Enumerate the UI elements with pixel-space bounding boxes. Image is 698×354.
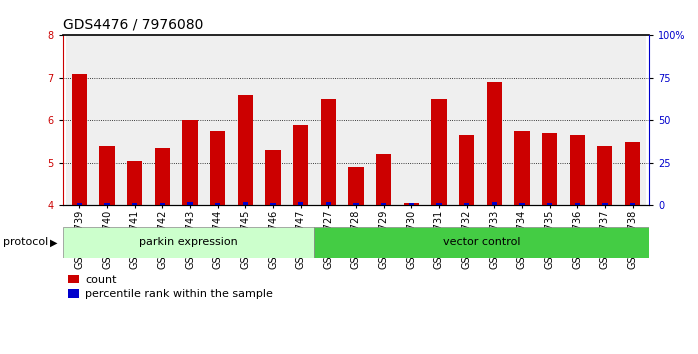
Bar xyxy=(293,125,309,205)
Bar xyxy=(72,74,87,205)
Bar xyxy=(176,35,204,205)
Bar xyxy=(265,150,281,205)
Bar xyxy=(431,99,447,205)
Bar xyxy=(149,35,176,205)
Bar xyxy=(376,154,392,205)
Bar xyxy=(508,35,536,205)
Text: parkin expression: parkin expression xyxy=(139,238,238,247)
Text: ▶: ▶ xyxy=(50,238,58,247)
Bar xyxy=(326,202,331,205)
Bar xyxy=(215,203,221,205)
Bar xyxy=(99,146,114,205)
Bar xyxy=(66,35,94,205)
Bar xyxy=(127,161,142,205)
Bar xyxy=(425,35,453,205)
Bar xyxy=(464,202,469,205)
Bar xyxy=(453,35,480,205)
Bar xyxy=(542,133,557,205)
Bar xyxy=(536,35,563,205)
Bar xyxy=(618,35,646,205)
Bar xyxy=(370,35,397,205)
Bar xyxy=(459,135,474,205)
Text: protocol: protocol xyxy=(3,238,49,247)
Bar xyxy=(487,82,502,205)
Bar xyxy=(597,146,612,205)
Bar xyxy=(259,35,287,205)
Bar xyxy=(210,131,225,205)
Bar xyxy=(397,35,425,205)
Bar xyxy=(514,131,530,205)
Bar xyxy=(381,203,386,205)
Bar xyxy=(94,35,121,205)
Bar xyxy=(403,203,419,205)
Bar xyxy=(353,203,359,205)
Bar xyxy=(570,135,585,205)
Bar xyxy=(315,35,342,205)
Bar xyxy=(563,35,591,205)
Bar xyxy=(436,202,442,205)
Bar xyxy=(408,203,414,205)
Bar xyxy=(547,203,552,205)
Bar xyxy=(298,202,304,205)
Text: GDS4476 / 7976080: GDS4476 / 7976080 xyxy=(63,18,203,32)
Bar xyxy=(342,35,370,205)
Bar xyxy=(132,203,138,205)
Bar xyxy=(314,227,649,258)
Bar xyxy=(77,202,82,205)
Bar xyxy=(160,203,165,205)
Bar xyxy=(121,35,149,205)
Bar xyxy=(574,202,580,205)
Bar xyxy=(105,203,110,205)
Bar xyxy=(491,202,497,205)
Bar xyxy=(287,35,315,205)
Bar xyxy=(480,35,508,205)
Bar xyxy=(232,35,259,205)
Bar xyxy=(238,95,253,205)
Legend: count, percentile rank within the sample: count, percentile rank within the sample xyxy=(68,275,273,299)
Bar xyxy=(243,202,248,205)
Bar xyxy=(630,202,635,205)
Bar xyxy=(348,167,364,205)
Bar xyxy=(270,203,276,205)
Bar xyxy=(591,35,618,205)
Bar xyxy=(187,202,193,205)
Bar xyxy=(182,120,198,205)
Bar xyxy=(602,203,607,205)
Text: vector control: vector control xyxy=(443,238,521,247)
Bar xyxy=(204,35,232,205)
Bar xyxy=(625,142,640,205)
Bar xyxy=(63,227,314,258)
Bar xyxy=(320,99,336,205)
Bar xyxy=(155,148,170,205)
Bar xyxy=(519,203,525,205)
